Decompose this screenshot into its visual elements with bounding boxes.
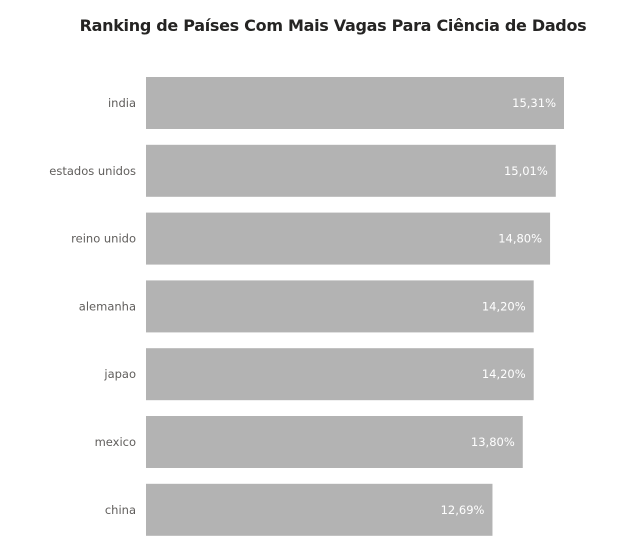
category-label-alemanha: alemanha (79, 299, 136, 313)
bars-group: india 15,31% estados unidos 15,01% reino uni… (49, 77, 564, 536)
category-label-mexico: mexico (95, 435, 136, 449)
value-label-alemanha: 14,20% (482, 299, 526, 313)
bar-reino-unido[interactable] (146, 212, 551, 265)
value-label-india: 15,31% (512, 96, 556, 110)
bar-india[interactable] (146, 77, 564, 129)
category-label-china: china (105, 503, 136, 517)
category-label-estados-unidos: estados unidos (49, 164, 136, 178)
value-label-mexico: 13,80% (471, 435, 515, 449)
bar-japao[interactable] (146, 348, 534, 401)
bar-mexico[interactable] (146, 416, 523, 468)
value-label-japao: 14,20% (482, 367, 526, 381)
bar-alemanha[interactable] (146, 280, 534, 333)
category-label-india: india (108, 96, 136, 110)
bar-china[interactable] (146, 483, 493, 536)
value-label-reino-unido: 14,80% (498, 232, 542, 246)
category-label-reino-unido: reino unido (71, 232, 136, 246)
chart-title: Ranking de Países Com Mais Vagas Para Ci… (79, 16, 587, 35)
value-label-china: 12,69% (441, 503, 485, 517)
value-label-estados-unidos: 15,01% (504, 164, 548, 178)
category-label-japao: japao (103, 367, 136, 381)
bar-estados-unidos[interactable] (146, 144, 556, 197)
